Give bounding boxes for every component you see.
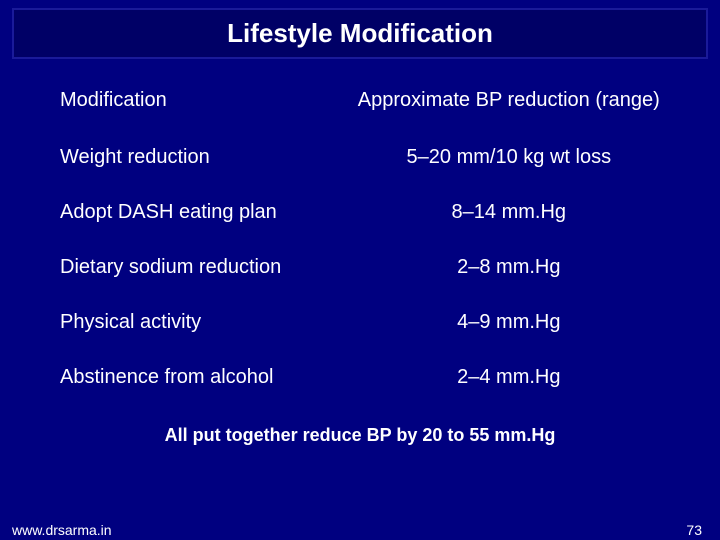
- cell-bp: 8–14 mm.Hg: [348, 185, 670, 240]
- cell-bp: 2–4 mm.Hg: [348, 350, 670, 405]
- summary-text: All put together reduce BP by 20 to 55 m…: [50, 425, 670, 446]
- content-area: Modification Approximate BP reduction (r…: [0, 59, 720, 446]
- table-row: Abstinence from alcohol 2–4 mm.Hg: [50, 350, 670, 405]
- header-bp-reduction: Approximate BP reduction (range): [348, 89, 670, 130]
- modification-table: Modification Approximate BP reduction (r…: [50, 89, 670, 405]
- table-row: Physical activity 4–9 mm.Hg: [50, 295, 670, 350]
- cell-bp: 2–8 mm.Hg: [348, 240, 670, 295]
- header-modification: Modification: [50, 89, 348, 130]
- footer-url: www.drsarma.in: [12, 522, 112, 538]
- cell-modification: Physical activity: [50, 295, 348, 350]
- cell-modification: Weight reduction: [50, 130, 348, 185]
- title-bar: Lifestyle Modification: [12, 8, 708, 59]
- footer-page-number: 73: [686, 522, 702, 538]
- cell-modification: Adopt DASH eating plan: [50, 185, 348, 240]
- slide-title: Lifestyle Modification: [227, 18, 493, 48]
- cell-bp: 5–20 mm/10 kg wt loss: [348, 130, 670, 185]
- cell-modification: Abstinence from alcohol: [50, 350, 348, 405]
- cell-modification: Dietary sodium reduction: [50, 240, 348, 295]
- table-row: Weight reduction 5–20 mm/10 kg wt loss: [50, 130, 670, 185]
- table-row: Dietary sodium reduction 2–8 mm.Hg: [50, 240, 670, 295]
- cell-bp: 4–9 mm.Hg: [348, 295, 670, 350]
- table-header-row: Modification Approximate BP reduction (r…: [50, 89, 670, 130]
- table-row: Adopt DASH eating plan 8–14 mm.Hg: [50, 185, 670, 240]
